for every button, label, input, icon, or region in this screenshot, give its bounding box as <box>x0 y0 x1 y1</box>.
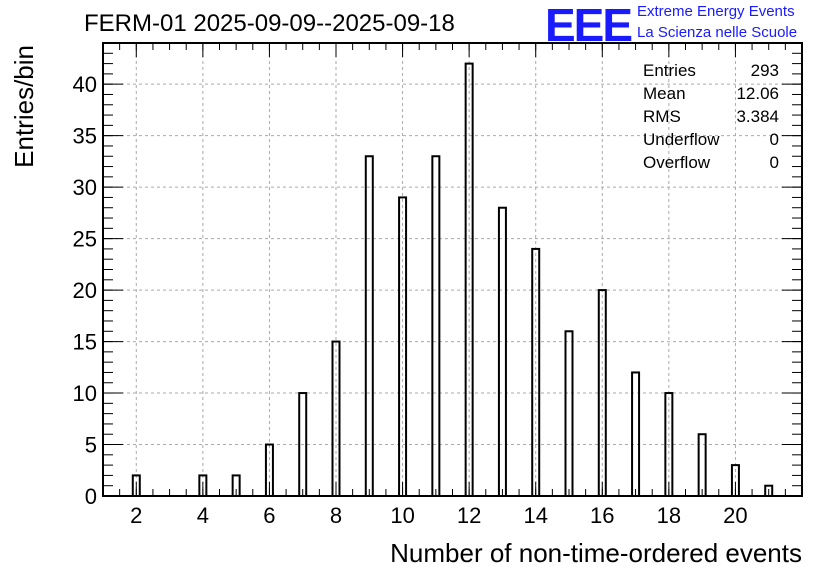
y-tick-label: 25 <box>73 227 97 252</box>
x-tick-label: 10 <box>390 503 414 528</box>
y-axis-label: Entries/bin <box>9 45 39 168</box>
chart-title: FERM-01 2025-09-09--2025-09-18 <box>84 10 455 37</box>
grid-lines <box>103 43 802 496</box>
eee-logo: EEE <box>545 0 633 51</box>
stats-row: Overflow 0 <box>643 151 779 174</box>
histogram-bar <box>364 155 374 497</box>
x-tick-label: 2 <box>130 503 142 528</box>
histogram-bar <box>431 155 441 497</box>
histogram-bar <box>697 433 707 497</box>
stats-value: 0 <box>769 130 779 149</box>
x-tick-label: 4 <box>197 503 209 528</box>
stats-value: 3.384 <box>736 107 779 126</box>
y-tick-label: 15 <box>73 330 97 355</box>
histogram-bar <box>631 371 641 498</box>
y-tick-label: 10 <box>73 381 97 406</box>
stats-row: RMS 3.384 <box>643 105 779 128</box>
stats-row: Entries 293 <box>643 59 779 82</box>
y-tick-label: 20 <box>73 278 97 303</box>
x-tick-label: 8 <box>330 503 342 528</box>
histogram-bar <box>331 340 341 497</box>
stats-value: 293 <box>750 61 779 80</box>
y-tick-label: 30 <box>73 175 97 200</box>
y-tick-label: 40 <box>73 72 97 97</box>
stats-row: Mean 12.06 <box>643 82 779 105</box>
stats-label: RMS <box>643 107 681 126</box>
stats-value: 12.06 <box>736 84 779 103</box>
y-tick-label: 0 <box>85 484 97 509</box>
x-tick-label: 18 <box>657 503 681 528</box>
x-tick-label: 12 <box>457 503 481 528</box>
histogram-bar <box>564 330 574 498</box>
logo-line-1: Extreme Energy Events <box>637 3 795 20</box>
logo-line-2: La Scienza nelle Scuole <box>637 24 798 41</box>
x-tick-label: 16 <box>590 503 614 528</box>
stats-row: Underflow 0 <box>643 128 779 151</box>
stats-label: Entries <box>643 61 696 80</box>
y-tick-label: 35 <box>73 124 97 149</box>
x-tick-label: 6 <box>263 503 275 528</box>
stats-box: Entries 293 Mean 12.06 RMS 3.384 Underflow 0 Ove… <box>643 59 779 174</box>
histogram-bar <box>497 206 507 498</box>
stats-value: 0 <box>769 153 779 172</box>
x-axis-ticks: 2 4 6 8 10 12 14 16 18 20 <box>102 43 803 528</box>
x-tick-label: 20 <box>723 503 747 528</box>
x-tick-label: 14 <box>523 503 547 528</box>
stats-label: Mean <box>643 84 686 103</box>
x-axis-label: Number of non-time-ordered events <box>390 538 802 568</box>
stats-label: Overflow <box>643 153 711 172</box>
y-tick-label: 5 <box>85 433 97 458</box>
stats-label: Underflow <box>643 130 720 149</box>
y-axis-ticks: 0 5 10 15 20 25 30 35 40 <box>73 42 802 509</box>
